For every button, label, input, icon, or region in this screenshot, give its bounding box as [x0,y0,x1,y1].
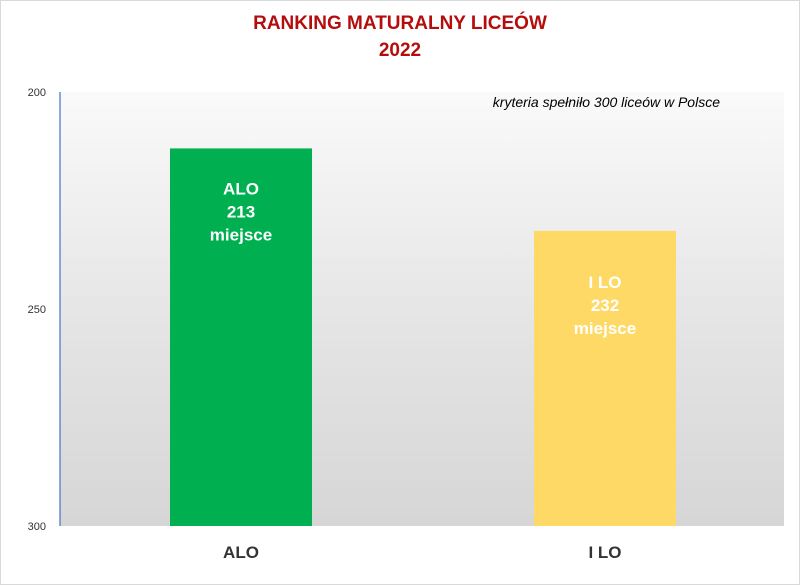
bar-label-2-line-1: I LO [588,273,621,292]
y-tick-250: 250 [28,304,46,316]
chart-subtitle: 2022 [378,40,422,61]
bar-label-1-line-2: 213 [227,202,255,221]
bar-alo [170,148,312,527]
x-category-label-1: ALO [223,543,259,562]
y-tick-200: 200 [28,87,46,99]
x-category-label-2: I LO [588,543,621,562]
bar-i-lo [534,230,676,526]
chart-annotation: kryteria spełniło 300 liceów w Polsce [493,94,720,110]
bar-label-1-line-1: ALO [223,179,259,198]
chart-title-block: RANKING MATURALNY LICEÓW 2022 [0,10,800,64]
bars-group: ALO 213 miejsce ALO I LO 232 miejsce I LO [170,148,676,562]
bar-label-1-line-3: miejsce [210,225,272,244]
chart-title: RANKING MATURALNY LICEÓW [253,13,547,34]
bar-label-2-line-3: miejsce [574,319,636,338]
bar-label-2-line-2: 232 [591,296,619,315]
y-tick-300: 300 [28,521,46,533]
